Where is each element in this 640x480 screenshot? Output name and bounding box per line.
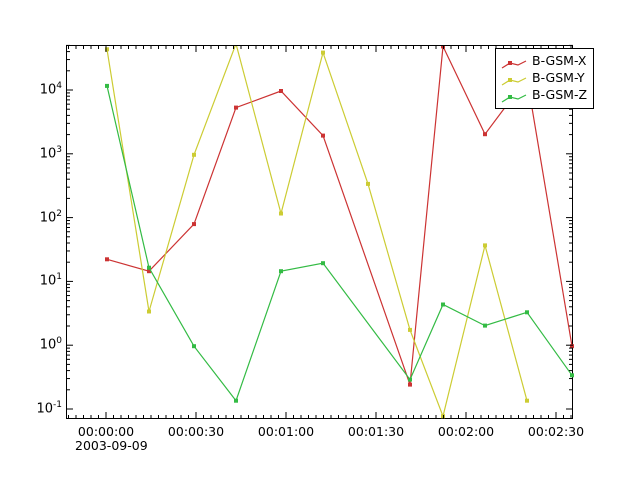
data-point bbox=[321, 133, 325, 138]
y-axis-tick-labels: 10-1 100 101 102 103 104 bbox=[0, 0, 62, 480]
data-point bbox=[483, 323, 487, 328]
data-point bbox=[192, 222, 196, 227]
legend-line-sample-icon bbox=[501, 56, 527, 69]
legend-item-b-gsm-z: B-GSM-Z bbox=[501, 87, 587, 104]
data-point bbox=[279, 269, 283, 274]
x-tick-label: 00:02:00 bbox=[437, 424, 495, 439]
data-point bbox=[441, 414, 445, 419]
x-tick-label: 00:01:00 bbox=[257, 424, 315, 439]
data-point bbox=[483, 243, 487, 248]
data-point bbox=[408, 327, 412, 332]
x-axis-date-label: 2003-09-09 bbox=[75, 438, 148, 453]
data-point bbox=[525, 398, 529, 403]
data-point bbox=[105, 257, 109, 262]
data-point bbox=[441, 302, 445, 307]
y-tick-label: 101 bbox=[39, 272, 62, 289]
data-point bbox=[279, 211, 283, 216]
data-point bbox=[234, 105, 238, 110]
y-tick-label: 103 bbox=[39, 144, 62, 162]
data-point bbox=[234, 398, 238, 403]
legend-label: B-GSM-Y bbox=[532, 70, 585, 86]
x-tick-label: 00:00:00 bbox=[77, 424, 135, 439]
x-axis-tick-labels: 00:00:00 00:00:30 00:01:00 00:01:30 00:02:00… bbox=[0, 424, 640, 464]
legend-item-b-gsm-y: B-GSM-Y bbox=[501, 70, 587, 87]
legend-line-sample-icon bbox=[501, 90, 527, 103]
y-tick-label: 102 bbox=[39, 208, 62, 226]
y-tick-label: 104 bbox=[39, 81, 62, 98]
data-point bbox=[366, 181, 370, 186]
x-tick-label: 00:02:30 bbox=[527, 424, 585, 439]
series-line-b-gsm-y bbox=[106, 46, 528, 419]
chart-legend: B-GSM-X B-GSM-Y B-GSM-Z bbox=[495, 48, 595, 109]
data-point bbox=[441, 46, 445, 49]
y-tick-label: 100 bbox=[39, 336, 62, 353]
plot-area bbox=[66, 45, 574, 419]
data-point bbox=[321, 50, 325, 55]
data-point bbox=[192, 344, 196, 349]
data-point bbox=[192, 152, 196, 157]
legend-label: B-GSM-Z bbox=[532, 87, 588, 103]
data-point bbox=[525, 310, 529, 315]
data-point bbox=[570, 344, 574, 349]
data-point bbox=[408, 377, 412, 382]
legend-label: B-GSM-X bbox=[532, 53, 587, 69]
legend-line-sample-icon bbox=[501, 73, 527, 86]
legend-item-b-gsm-x: B-GSM-X bbox=[501, 53, 587, 70]
data-point bbox=[147, 309, 151, 314]
x-tick-label: 00:01:30 bbox=[347, 424, 405, 439]
data-point bbox=[105, 83, 109, 88]
series-line-b-gsm-z bbox=[106, 85, 573, 402]
data-point bbox=[408, 382, 412, 387]
data-point bbox=[570, 373, 574, 378]
y-tick-label: 10-1 bbox=[36, 400, 62, 417]
data-point bbox=[279, 89, 283, 93]
data-point bbox=[147, 265, 151, 270]
x-tick-label: 00:00:30 bbox=[167, 424, 225, 439]
data-point bbox=[321, 261, 325, 266]
data-point bbox=[147, 269, 151, 274]
data-point bbox=[105, 47, 109, 52]
data-point bbox=[483, 132, 487, 137]
